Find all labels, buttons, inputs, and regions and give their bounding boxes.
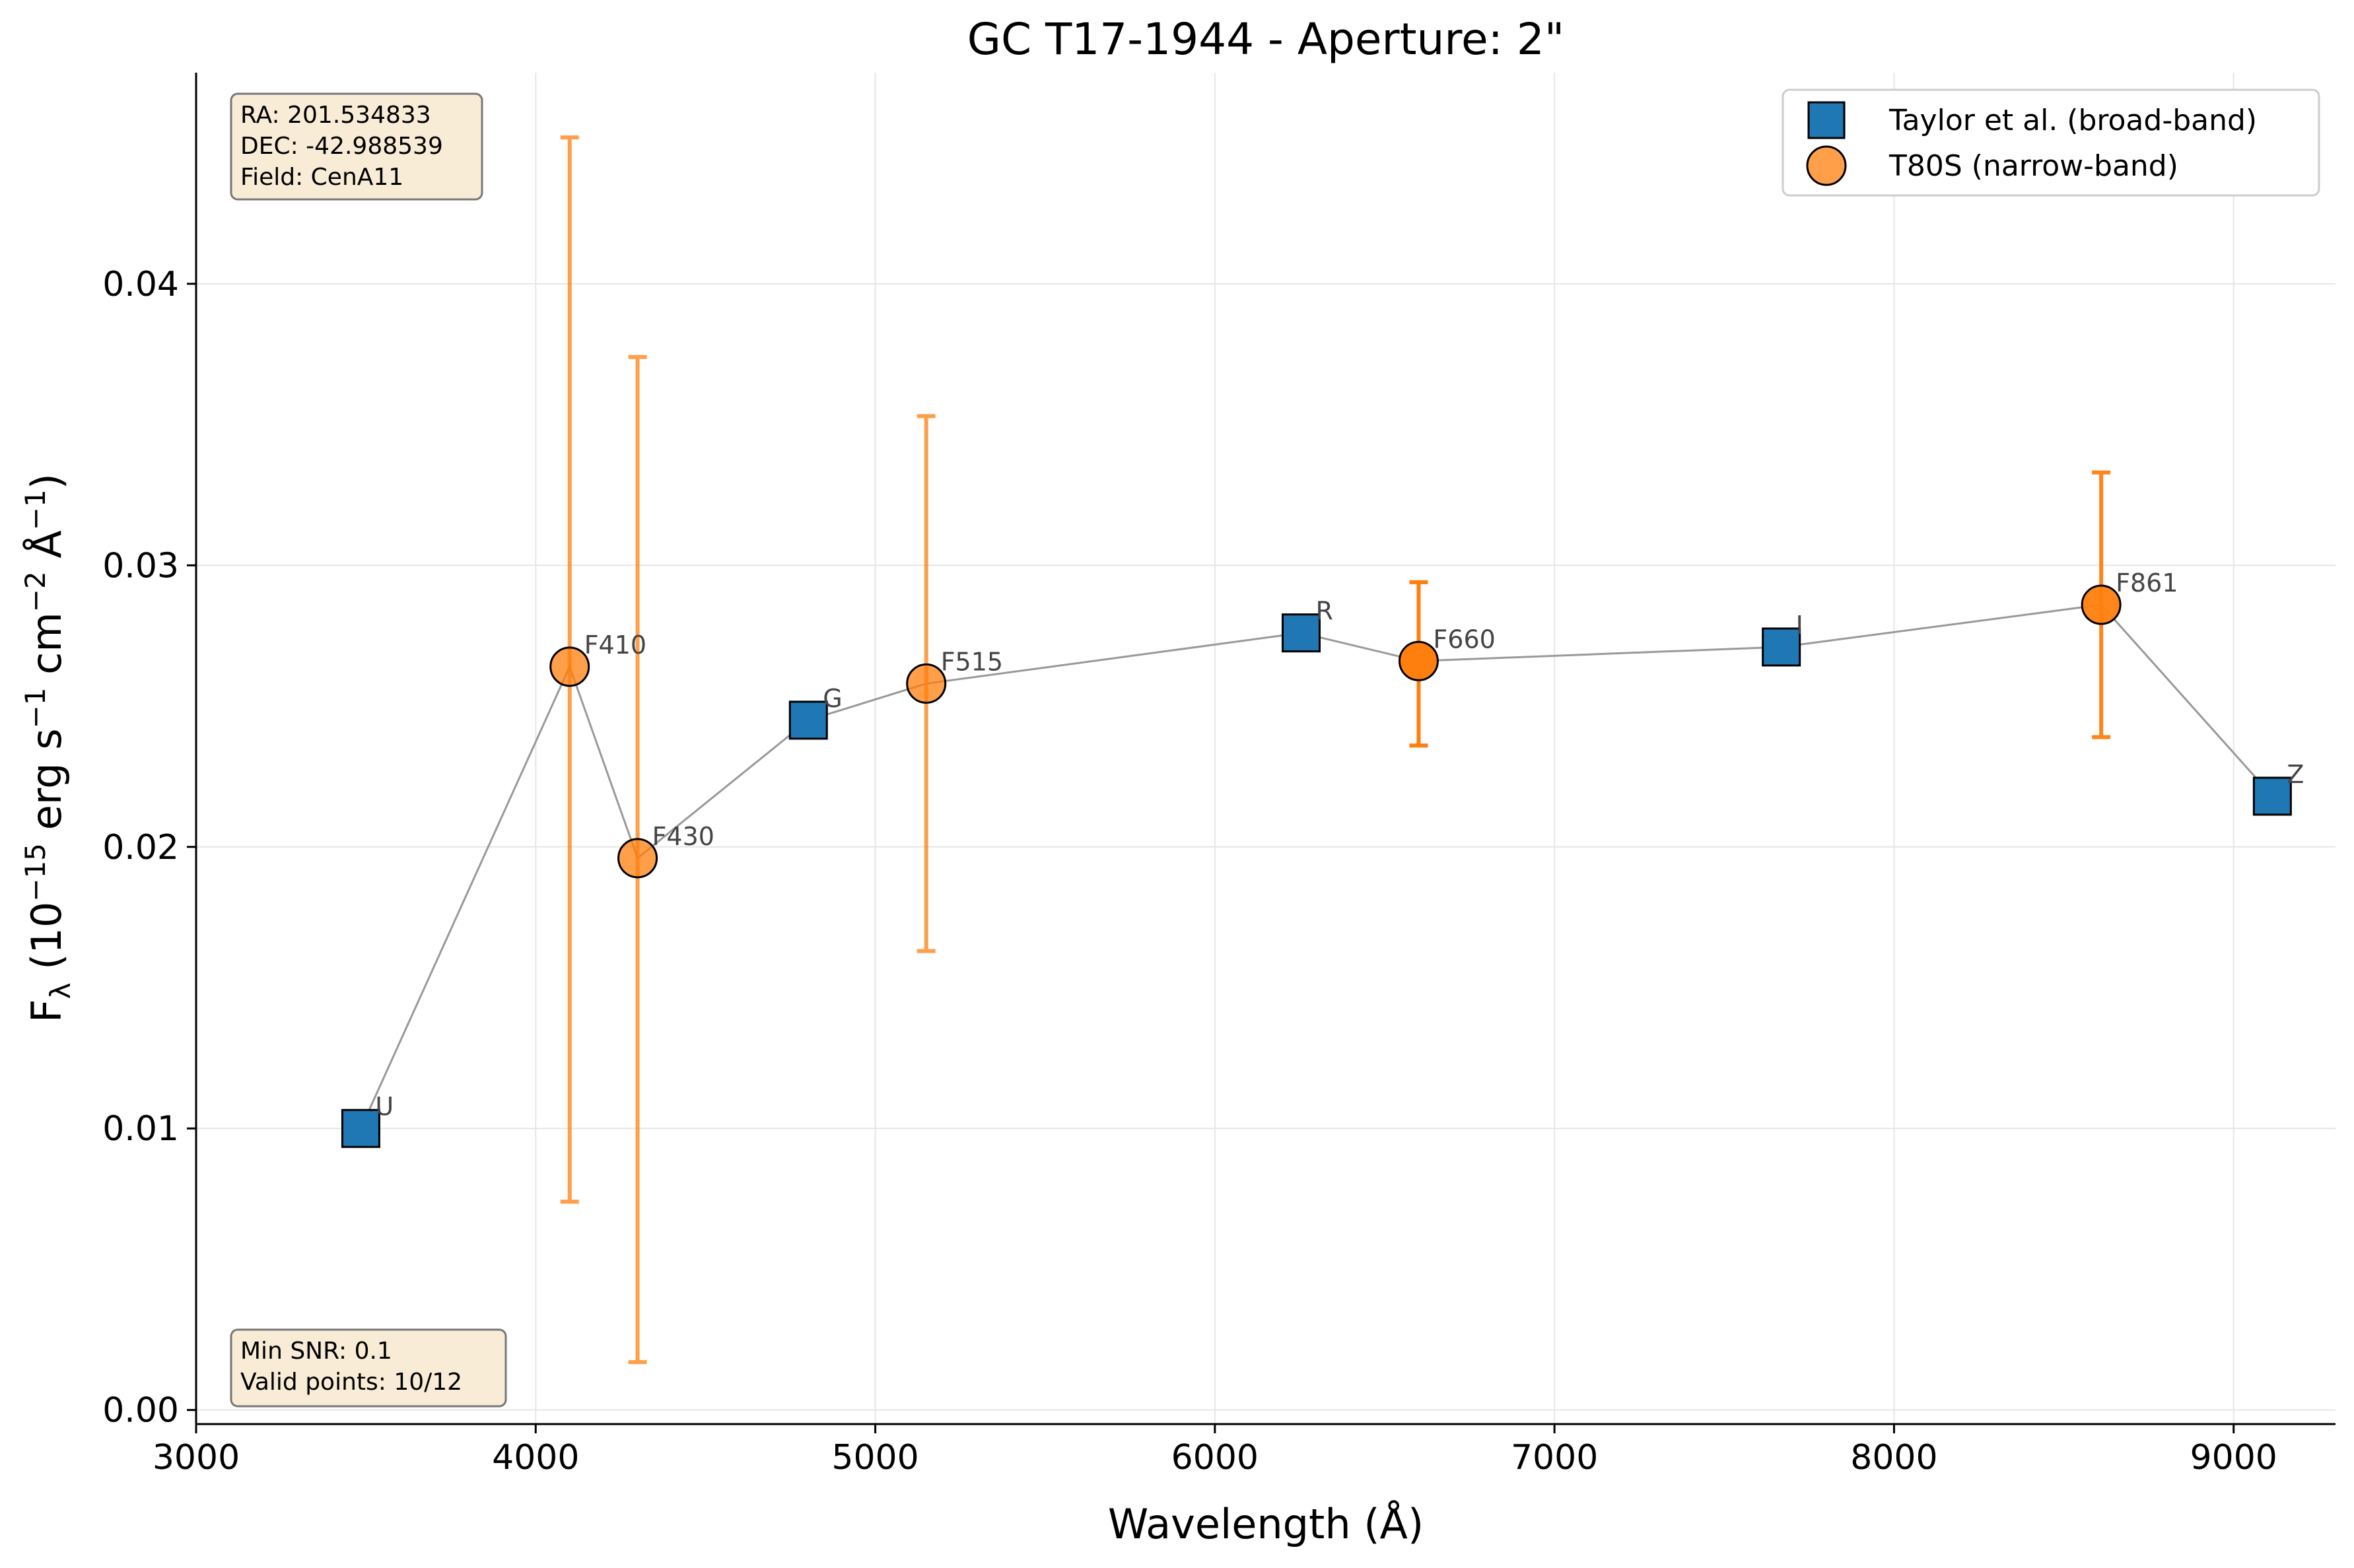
marker-i [1762,627,1801,667]
x-tick-label: 6000 [1171,1438,1259,1478]
y-ticks: 0.00 0.01 0.02 0.03 0.04 [102,265,196,1431]
x-tick-label: 4000 [492,1438,579,1478]
point-labels: U G R I Z F410 F430 F515 F660 F861 [375,568,2304,1121]
x-axis-title: Wavelength (Å) [1108,1500,1424,1548]
point-label-f410: F410 [584,631,646,660]
point-label-f515: F515 [941,647,1003,676]
y-tick-label: 0.03 [102,546,179,586]
x-tick-label: 9000 [2190,1438,2277,1478]
marker-r [1281,613,1321,653]
connecting-line [360,603,2273,1129]
data-markers [341,584,2292,1148]
y-tick-label: 0.04 [102,265,179,304]
chart-title: GC T17-1944 - Aperture: 2" [967,14,1564,65]
sed-line [360,603,2273,1129]
info-dec: DEC: -42.988539 [240,133,443,160]
point-label-i: I [1796,611,1803,640]
y-tick-label: 0.01 [102,1109,179,1149]
marker-f430 [617,838,658,879]
y-axis-title: Fλ (10−15 erg s−1 cm−2 Å−1) [19,473,77,1023]
legend-circle-marker [1806,145,1847,186]
marker-f410 [549,646,590,687]
point-label-r: R [1315,597,1333,626]
point-label-f430: F430 [652,822,714,851]
marker-f515 [906,663,947,704]
x-tick-label: 7000 [1511,1438,1598,1478]
point-label-f660: F660 [1433,625,1495,654]
error-bars [560,135,2111,1365]
y-tick-label: 0.00 [102,1391,179,1431]
point-label-z: Z [2287,760,2304,789]
snr-info-box: Min SNR: 0.1 Valid points: 10/12 [230,1328,507,1408]
info-min-snr: Min SNR: 0.1 [240,1338,392,1365]
grid-lines [196,73,2336,1424]
x-tick-label: 3000 [153,1438,240,1478]
point-label-u: U [375,1092,394,1121]
legend-label-narrowband: T80S (narrow-band) [1888,149,2178,183]
marker-z [2252,776,2292,816]
coords-info-box: RA: 201.534833 DEC: -42.988539 Field: Ce… [230,92,483,201]
x-tick-label: 8000 [1850,1438,1937,1478]
legend: Taylor et al. (broad-band) T80S (narrow-… [1782,88,2320,197]
legend-label-broadband: Taylor et al. (broad-band) [1888,104,2257,137]
info-field: Field: CenA11 [240,164,403,191]
point-label-g: G [823,684,842,713]
x-tick-label: 5000 [831,1438,918,1478]
marker-f861 [2081,584,2122,625]
point-label-f861: F861 [2116,568,2178,597]
marker-u [341,1108,380,1148]
info-valid-points: Valid points: 10/12 [240,1369,462,1396]
y-tick-label: 0.02 [102,828,179,868]
marker-f660 [1398,640,1439,681]
legend-square-marker [1807,101,1846,139]
x-ticks: 3000 4000 5000 6000 7000 8000 9000 [153,1424,2277,1478]
marker-g [788,700,828,740]
info-ra: RA: 201.534833 [240,102,431,129]
